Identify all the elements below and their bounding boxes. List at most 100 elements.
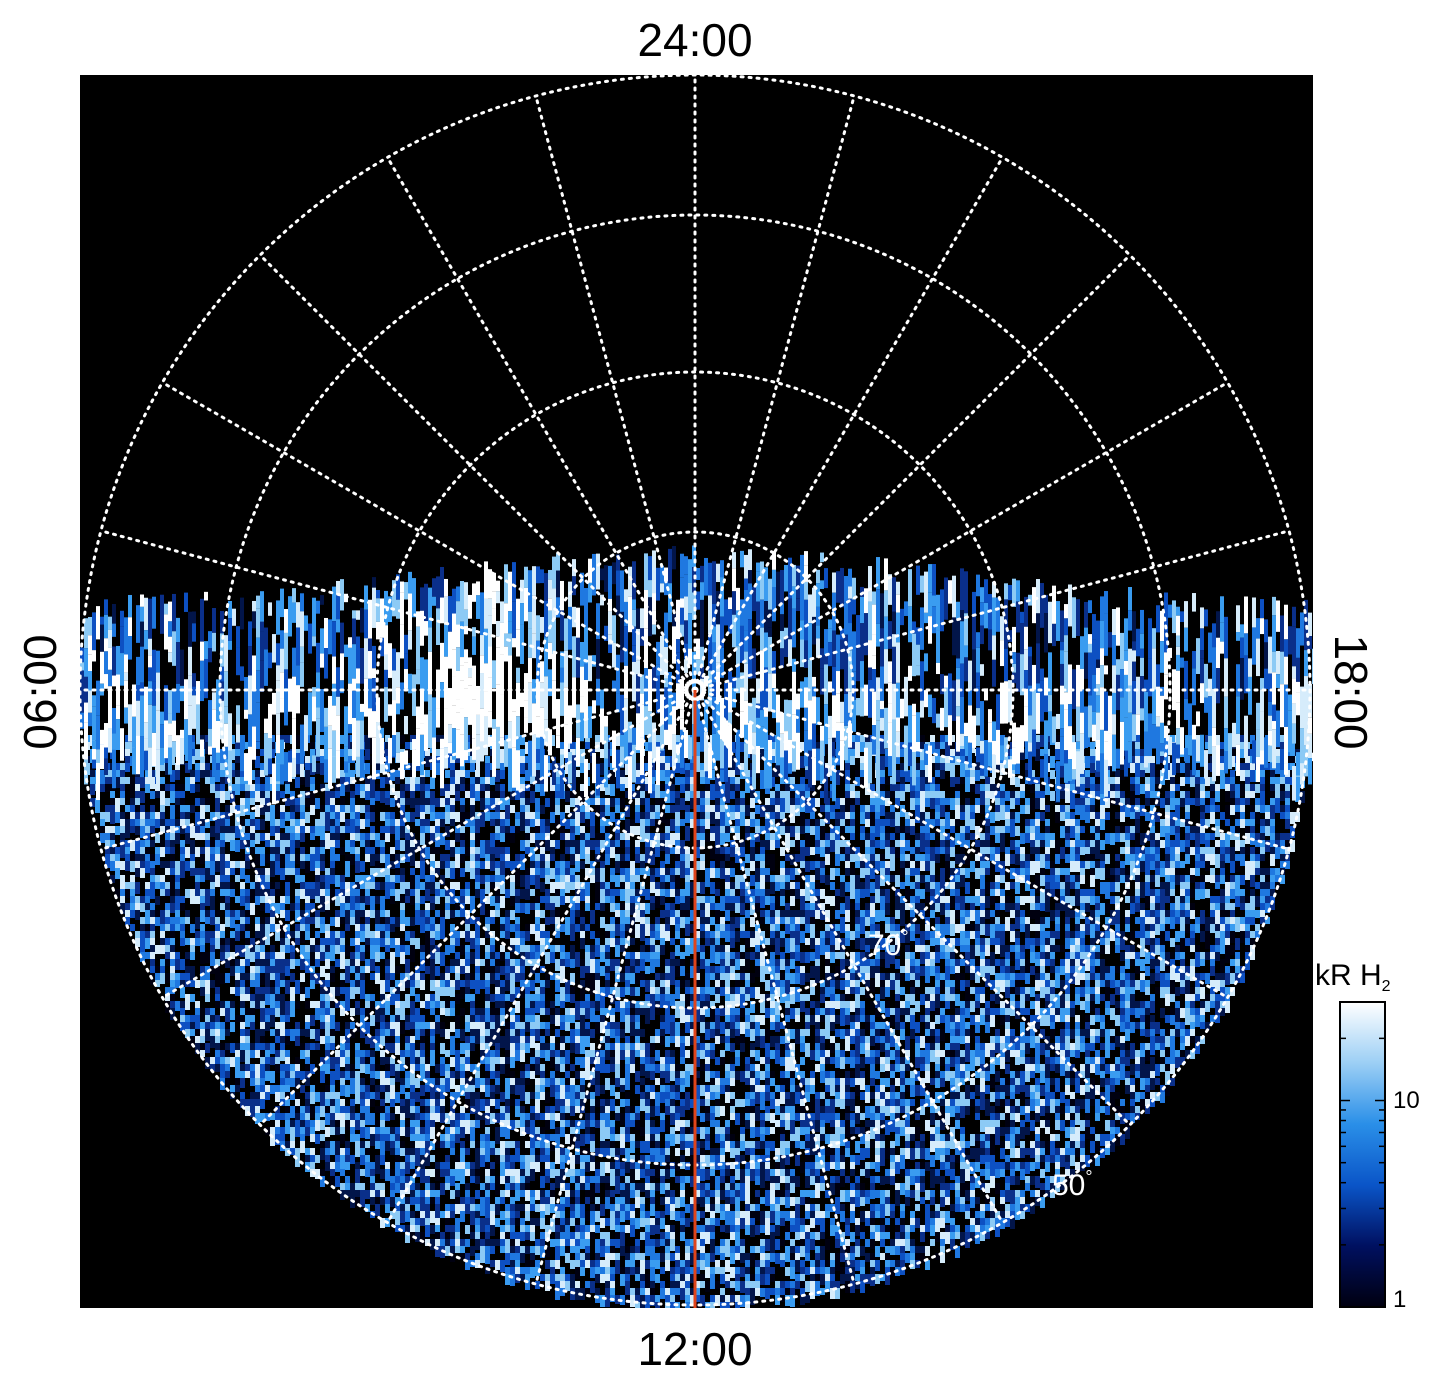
emission-cell <box>820 791 825 798</box>
emission-cell <box>925 847 930 856</box>
emission-cell <box>885 896 890 905</box>
emission-cell <box>555 784 560 796</box>
emission-cell <box>470 777 475 785</box>
emission-cell <box>1005 924 1010 931</box>
emission-cell <box>570 896 575 904</box>
emission-cell <box>700 903 705 915</box>
emission-cell <box>785 868 790 875</box>
emission-cell <box>905 896 910 906</box>
emission-cell <box>595 868 600 876</box>
emission-cell <box>570 791 575 801</box>
emission-cell <box>855 875 860 882</box>
emission-cell <box>195 889 200 901</box>
emission-cell <box>225 763 230 775</box>
emission-cell <box>800 798 805 807</box>
emission-cell <box>1215 791 1220 802</box>
emission-cell <box>800 924 805 934</box>
emission-cell <box>1060 777 1065 785</box>
emission-cell <box>260 854 265 866</box>
emission-cell <box>395 875 400 883</box>
emission-cell <box>215 924 220 935</box>
emission-cell <box>975 770 980 781</box>
emission-cell <box>660 896 665 905</box>
emission-cell <box>235 770 240 781</box>
emission-cell <box>850 889 855 899</box>
emission-cell <box>1155 777 1160 788</box>
emission-cell <box>745 784 750 793</box>
emission-cell <box>170 805 175 817</box>
emission-cell <box>1170 791 1175 800</box>
emission-cell <box>1230 875 1235 882</box>
emission-cell <box>1270 847 1275 854</box>
emission-cell <box>735 875 740 883</box>
emission-cell <box>1180 882 1185 892</box>
emission-cell <box>440 924 445 935</box>
emission-cell <box>1255 847 1260 856</box>
emission-cell <box>1005 896 1010 905</box>
emission-cell <box>220 819 225 831</box>
emission-cell <box>270 847 275 857</box>
emission-cell <box>555 840 560 849</box>
emission-cell <box>935 763 940 770</box>
emission-cell <box>810 784 815 794</box>
emission-cell <box>1230 847 1235 857</box>
emission-cell <box>820 889 825 899</box>
emission-cell <box>1165 875 1170 883</box>
emission-cell <box>1130 854 1135 863</box>
emission-cell <box>805 826 810 833</box>
emission-cell <box>760 875 765 882</box>
emission-cell <box>340 833 345 840</box>
emission-cell <box>735 882 740 890</box>
emission-cell <box>860 770 865 781</box>
emission-cell <box>1145 854 1150 862</box>
emission-cell <box>1130 903 1135 914</box>
emission-cell <box>780 910 785 917</box>
emission-cell <box>1165 931 1170 941</box>
emission-cell <box>685 875 690 885</box>
emission-cell <box>130 777 135 785</box>
emission-cell <box>190 749 195 759</box>
emission-cell <box>165 819 170 826</box>
emission-cell <box>1190 798 1195 805</box>
emission-cell <box>255 833 260 844</box>
emission-cell <box>775 882 780 891</box>
emission-cell <box>930 833 935 840</box>
emission-cell <box>1070 812 1075 820</box>
emission-cell <box>350 812 355 822</box>
emission-cell <box>315 861 320 868</box>
emission-cell <box>1030 861 1035 870</box>
emission-cell <box>880 840 885 849</box>
emission-cell <box>255 889 260 900</box>
emission-cell <box>995 917 1000 927</box>
emission-cell <box>1070 840 1075 849</box>
emission-cell <box>195 798 200 806</box>
emission-cell <box>260 770 265 780</box>
emission-cell <box>870 784 875 791</box>
emission-cell <box>775 875 780 885</box>
emission-cell <box>1105 882 1110 891</box>
emission-cell <box>515 889 520 900</box>
emission-cell <box>1065 882 1070 890</box>
emission-cell <box>1165 826 1170 835</box>
emission-cell <box>305 756 310 767</box>
emission-cell <box>135 840 140 851</box>
emission-cell <box>1150 854 1155 861</box>
emission-cell <box>1175 805 1180 815</box>
emission-cell <box>635 910 640 922</box>
emission-cell <box>275 931 280 941</box>
emission-cell <box>815 854 820 862</box>
emission-cell <box>170 826 175 835</box>
emission-cell <box>1270 833 1275 844</box>
emission-cell <box>605 931 610 942</box>
emission-cell <box>910 826 915 835</box>
emission-cell <box>1075 924 1080 935</box>
emission-cell <box>740 742 745 752</box>
emission-cell <box>240 910 245 922</box>
emission-cell <box>255 819 260 830</box>
emission-cell <box>490 777 495 785</box>
emission-cell <box>595 735 600 745</box>
emission-cell <box>1220 889 1225 898</box>
emission-cell <box>575 861 580 872</box>
emission-cell <box>145 784 150 793</box>
emission-cell <box>485 847 490 856</box>
